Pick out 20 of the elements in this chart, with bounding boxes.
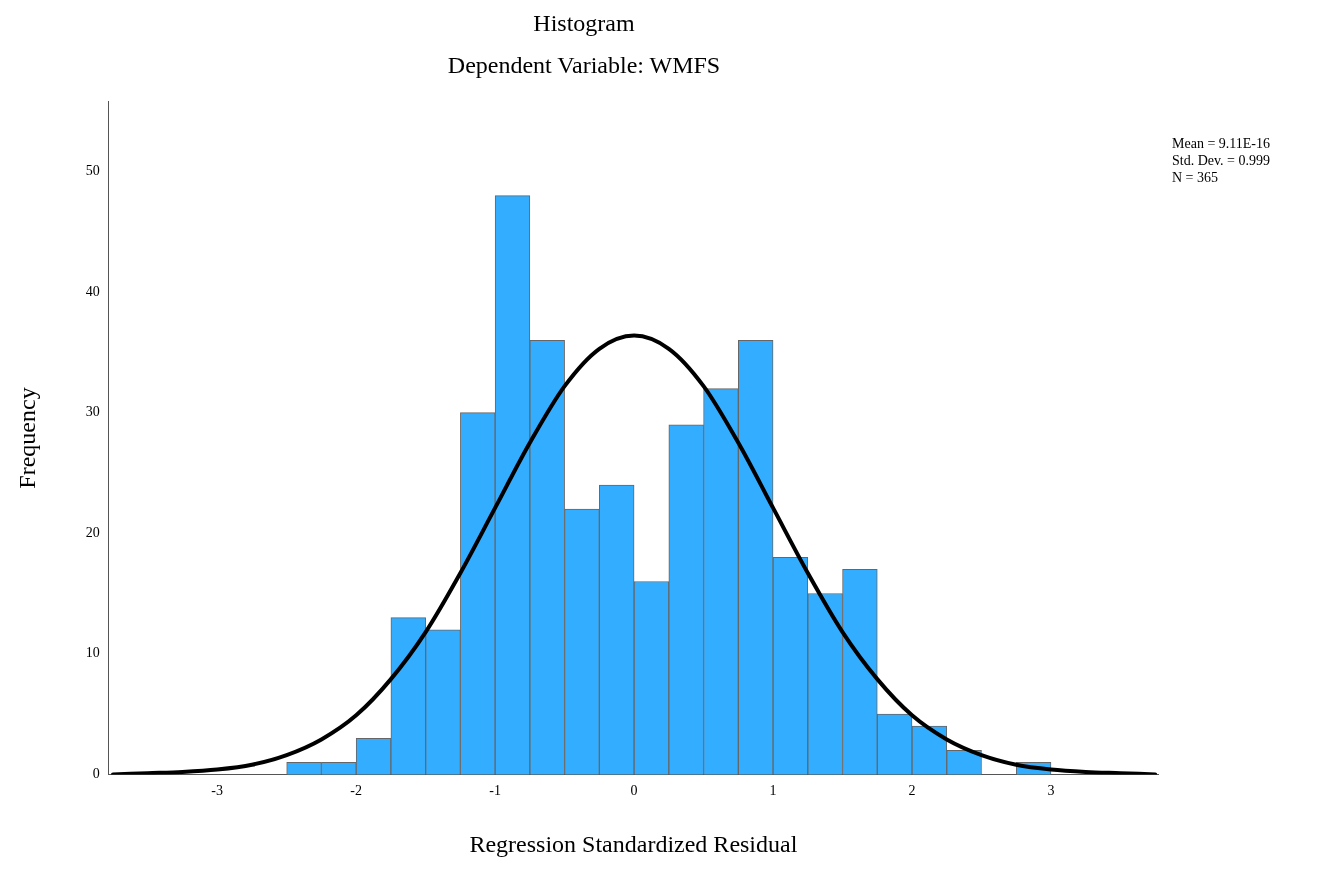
x-tick-label: -3 — [211, 783, 224, 799]
y-tick-label: 40 — [85, 283, 100, 299]
text: Std. Dev. = 0.999 — [1172, 152, 1270, 168]
chart-title: Histogram — [533, 9, 635, 36]
y-tick-label: 50 — [85, 163, 100, 179]
y-axis-title: Frequency — [13, 387, 40, 489]
x-tick-label: 2 — [908, 783, 916, 799]
text: Mean = 9.11E-16 — [1172, 135, 1270, 151]
y-tick-label: 30 — [85, 404, 100, 420]
chart-subtitle: Dependent Variable: WMFS — [447, 52, 721, 79]
x-tick-label: -2 — [350, 783, 362, 799]
text: N = 365 — [1172, 169, 1219, 185]
x-tick-label: -1 — [489, 783, 501, 799]
x-tick-label: 1 — [769, 783, 777, 799]
x-tick-label: 3 — [1047, 783, 1055, 799]
y-tick-label: 0 — [92, 766, 100, 782]
y-tick-label: 10 — [85, 645, 100, 661]
x-axis-title: Regression Standardized Residual — [469, 830, 798, 857]
x-tick-label: 0 — [630, 783, 638, 799]
y-tick-label: 20 — [85, 524, 100, 540]
